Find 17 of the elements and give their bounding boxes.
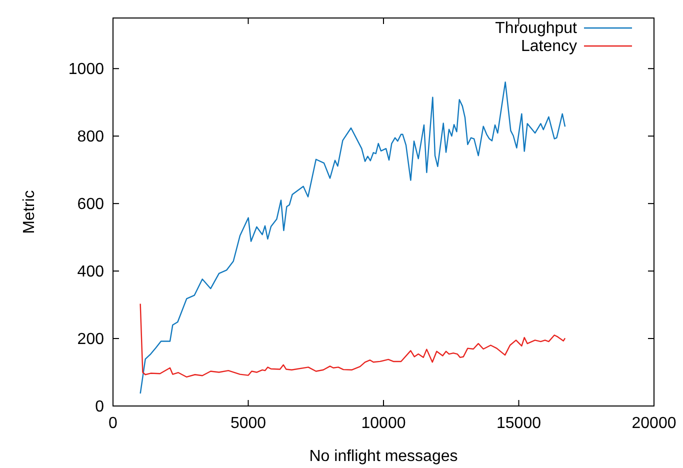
- y-tick-label: 800: [77, 128, 104, 146]
- x-tick-label: 5000: [230, 415, 266, 432]
- line-series: [140, 303, 566, 378]
- x-tick-label: 10000: [361, 415, 406, 432]
- x-axis-title: No inflight messages: [309, 448, 458, 465]
- y-tick-label: 400: [77, 264, 104, 281]
- y-tick-label: 600: [77, 196, 104, 214]
- line-series: [140, 82, 566, 394]
- legend-label: Throughput: [495, 20, 578, 37]
- x-tick-label: 20000: [632, 415, 676, 432]
- legend-label: Latency: [520, 38, 577, 55]
- y-axis-title: Metric: [21, 190, 38, 234]
- y-tick-label: 1000: [68, 61, 104, 78]
- x-tick-label: 15000: [496, 415, 542, 432]
- y-tick-label: 0: [95, 398, 104, 416]
- y-tick-label: 200: [77, 331, 104, 348]
- x-tick-label: 0: [108, 415, 118, 432]
